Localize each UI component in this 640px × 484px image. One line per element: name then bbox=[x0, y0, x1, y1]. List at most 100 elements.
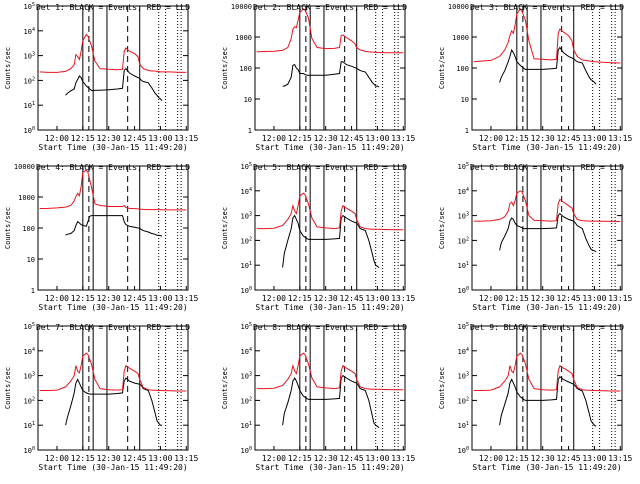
chart-panel-7: 12:00 12:15 12:30 12:45 13:00 13:15 100 101 102 1… bbox=[4, 322, 198, 472]
x-tick-label: 12:30 bbox=[97, 454, 121, 463]
y-tick-label: 101 bbox=[241, 421, 252, 430]
y-axis-label: Counts/sec bbox=[438, 367, 446, 409]
y-tick-label: 100 bbox=[241, 286, 252, 295]
chart-panel-9: 12:00 12:15 12:30 12:45 13:00 13:15 100 101 102 1… bbox=[438, 322, 632, 472]
y-tick-label: 1000 bbox=[235, 34, 252, 42]
y-tick-label: 103 bbox=[241, 212, 252, 221]
chart-panel-8: 12:00 12:15 12:30 12:45 13:00 13:15 100 101 102 1… bbox=[221, 322, 415, 472]
panel-title: Det 2: BLACK = Events, RED = LLD bbox=[253, 3, 407, 12]
x-tick-label: 12:00 bbox=[479, 294, 503, 303]
x-tick-label: 12:30 bbox=[531, 294, 555, 303]
x-tick-label: 12:15 bbox=[71, 134, 95, 143]
plot-frame bbox=[254, 165, 406, 291]
panel-title: Det 9: BLACK = Events, RED = LLD bbox=[470, 323, 624, 332]
x-tick-label: 13:00 bbox=[148, 134, 172, 143]
x-tick-label: 12:00 bbox=[262, 134, 286, 143]
y-axis-label: Counts/sec bbox=[4, 367, 12, 409]
x-axis-label: Start Time (30-Jan-15 11:49:20) bbox=[472, 143, 621, 152]
x-tick-label: 13:15 bbox=[391, 294, 415, 303]
x-tick-label: 12:45 bbox=[340, 294, 364, 303]
y-axis-label: Counts/sec bbox=[438, 207, 446, 249]
y-tick-label: 100 bbox=[239, 65, 252, 73]
x-tick-label: 12:15 bbox=[505, 134, 529, 143]
x-tick-label: 12:45 bbox=[123, 134, 147, 143]
y-tick-label: 1 bbox=[465, 127, 469, 135]
x-axis-label: Start Time (30-Jan-15 11:49:20) bbox=[38, 143, 187, 152]
y-tick-label: 100 bbox=[241, 446, 252, 455]
y-tick-label: 105 bbox=[458, 322, 469, 331]
y-tick-label: 10000 bbox=[14, 163, 35, 171]
x-axis-label: Start Time (30-Jan-15 11:49:20) bbox=[255, 463, 404, 472]
y-tick-label: 103 bbox=[24, 372, 35, 381]
y-tick-label: 10 bbox=[244, 96, 252, 104]
series-line-events bbox=[282, 374, 380, 428]
y-axis-label: Counts/sec bbox=[221, 367, 229, 409]
y-tick-label: 1000 bbox=[18, 194, 35, 202]
plot-frame bbox=[37, 5, 189, 131]
x-axis-label: Start Time (30-Jan-15 11:49:20) bbox=[472, 303, 621, 312]
x-axis-label: Start Time (30-Jan-15 11:49:20) bbox=[38, 463, 187, 472]
x-tick-label: 12:45 bbox=[557, 454, 581, 463]
y-tick-label: 103 bbox=[24, 52, 35, 61]
y-tick-label: 102 bbox=[24, 76, 35, 85]
x-tick-label: 12:15 bbox=[288, 294, 312, 303]
plot-frame bbox=[471, 325, 623, 451]
y-tick-label: 105 bbox=[241, 162, 252, 171]
series-line-lld bbox=[473, 190, 621, 222]
series-line-events bbox=[282, 61, 380, 88]
series-line-lld bbox=[473, 352, 621, 392]
x-tick-label: 12:30 bbox=[531, 134, 555, 143]
x-tick-label: 13:15 bbox=[608, 134, 632, 143]
series-line-events bbox=[499, 212, 597, 253]
x-tick-label: 12:30 bbox=[97, 134, 121, 143]
y-axis-label: Counts/sec bbox=[221, 207, 229, 249]
x-tick-label: 13:15 bbox=[174, 454, 198, 463]
x-tick-label: 12:30 bbox=[314, 454, 338, 463]
x-tick-label: 12:00 bbox=[479, 134, 503, 143]
panel-title: Det 8: BLACK = Events, RED = LLD bbox=[253, 323, 407, 332]
x-tick-label: 12:45 bbox=[557, 294, 581, 303]
plot-frame bbox=[471, 165, 623, 291]
x-tick-label: 12:00 bbox=[479, 454, 503, 463]
chart-panel-5: 12:00 12:15 12:30 12:45 13:00 13:15 100 101 102 1… bbox=[221, 162, 415, 312]
y-tick-label: 101 bbox=[24, 101, 35, 110]
y-tick-label: 10000 bbox=[448, 3, 469, 11]
panel-title: Det 3: BLACK = Events, RED = LLD bbox=[470, 3, 624, 12]
series-line-events bbox=[65, 215, 163, 237]
y-axis-label: Counts/sec bbox=[438, 47, 446, 89]
chart-panel-3: 12:00 12:15 12:30 12:45 13:00 13:15 1 10 100 1000… bbox=[438, 3, 632, 152]
y-tick-label: 103 bbox=[241, 372, 252, 381]
panel-title: Det 6: BLACK = Events, RED = LLD bbox=[470, 163, 624, 172]
y-tick-label: 100 bbox=[456, 65, 469, 73]
x-tick-label: 13:15 bbox=[174, 134, 198, 143]
series-line-events bbox=[65, 377, 163, 426]
x-tick-label: 12:00 bbox=[262, 294, 286, 303]
y-tick-label: 102 bbox=[241, 236, 252, 245]
y-tick-label: 104 bbox=[458, 187, 469, 196]
y-tick-label: 104 bbox=[458, 347, 469, 356]
y-tick-label: 104 bbox=[24, 27, 35, 36]
x-tick-label: 12:30 bbox=[531, 454, 555, 463]
y-tick-label: 101 bbox=[241, 261, 252, 270]
x-tick-label: 12:15 bbox=[505, 294, 529, 303]
x-tick-label: 13:15 bbox=[174, 294, 198, 303]
y-tick-label: 102 bbox=[458, 396, 469, 405]
x-tick-label: 13:00 bbox=[582, 454, 606, 463]
x-tick-label: 12:45 bbox=[123, 454, 147, 463]
chart-panel-4: 12:00 12:15 12:30 12:45 13:00 13:15 1 10 100 1000… bbox=[4, 163, 198, 312]
y-tick-label: 103 bbox=[458, 372, 469, 381]
x-tick-label: 12:45 bbox=[123, 294, 147, 303]
panel-title: Det 4: BLACK = Events, RED = LLD bbox=[36, 163, 190, 172]
y-tick-label: 100 bbox=[24, 126, 35, 135]
y-tick-label: 100 bbox=[458, 286, 469, 295]
x-tick-label: 12:15 bbox=[288, 134, 312, 143]
y-tick-label: 105 bbox=[24, 322, 35, 331]
y-tick-label: 102 bbox=[241, 396, 252, 405]
x-tick-label: 13:15 bbox=[391, 454, 415, 463]
series-line-events bbox=[65, 67, 163, 102]
series-line-lld bbox=[39, 169, 187, 211]
x-tick-label: 13:00 bbox=[148, 294, 172, 303]
chart-panel-6: 12:00 12:15 12:30 12:45 13:00 13:15 100 101 102 1… bbox=[438, 162, 632, 312]
x-tick-label: 12:15 bbox=[288, 454, 312, 463]
